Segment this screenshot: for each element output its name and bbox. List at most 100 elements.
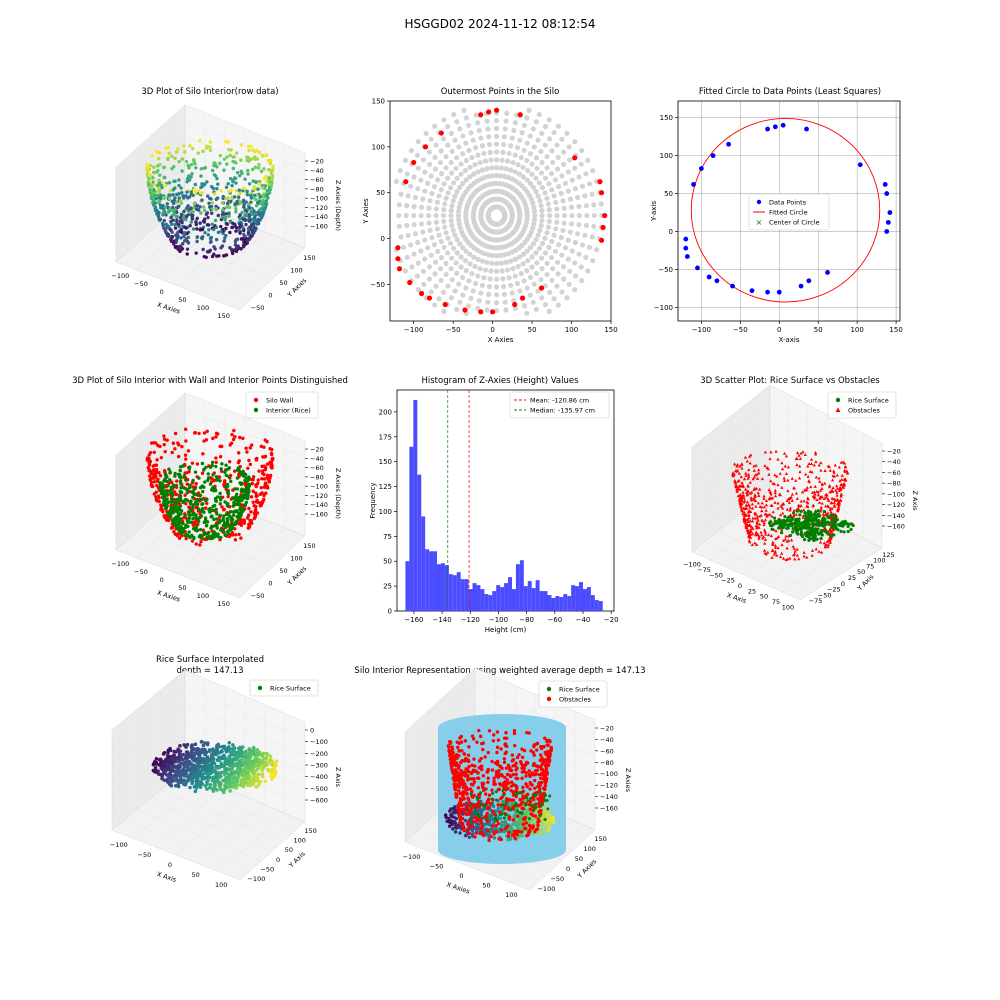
obstacle-point <box>744 525 748 529</box>
interior-point <box>493 221 499 227</box>
interior-point <box>486 210 492 216</box>
obstacle-point <box>829 513 833 517</box>
interior-point <box>539 217 545 224</box>
data-point <box>200 227 205 232</box>
obstacle-point <box>753 541 757 545</box>
surface-point <box>217 744 222 749</box>
histogram-bar <box>543 591 548 611</box>
rice-point <box>816 527 820 531</box>
interior-point <box>171 520 175 524</box>
wall-point <box>149 480 154 484</box>
data-point <box>242 232 246 237</box>
data-point <box>203 166 208 170</box>
wall-point <box>172 497 176 502</box>
interior-point <box>501 141 507 148</box>
data-point <box>241 200 245 204</box>
interior-point <box>501 252 508 258</box>
x-tick-label: 25 <box>748 587 756 595</box>
obstacle-point <box>782 478 787 482</box>
interior-point <box>238 481 242 485</box>
obstacle-point <box>760 477 765 481</box>
obstacle-point <box>734 483 738 487</box>
data-point <box>224 215 228 220</box>
surface-point <box>270 777 274 782</box>
data-point <box>151 187 156 192</box>
interior-point <box>486 134 492 140</box>
obstacle-point <box>831 528 835 532</box>
surface-point <box>261 758 265 762</box>
surface-point <box>198 773 203 777</box>
surface-point <box>198 780 203 784</box>
interior-point <box>226 502 230 506</box>
interior-point <box>516 245 522 251</box>
surface-point <box>245 766 250 770</box>
wall-point <box>177 531 181 536</box>
interior-point <box>196 507 201 511</box>
data-point <box>237 201 241 206</box>
surface-point <box>177 749 182 754</box>
grid-line <box>161 220 284 269</box>
obstacle-point <box>748 523 752 527</box>
interior-point <box>158 481 163 485</box>
interior-point <box>169 509 174 514</box>
z-axis-label: Z Axies (Depth) <box>334 468 342 519</box>
interior-point <box>565 169 571 175</box>
interior-point <box>225 482 230 487</box>
wall-point <box>192 520 196 525</box>
wall-point <box>166 489 170 493</box>
obstacle-point <box>844 465 848 469</box>
rice-point <box>813 522 817 526</box>
obstacle-point <box>778 493 782 497</box>
surface-point <box>268 770 272 774</box>
wall-point <box>226 494 230 499</box>
data-point <box>185 252 189 256</box>
interior-point <box>529 254 535 260</box>
interior-point <box>533 155 540 161</box>
interior-point <box>564 295 570 301</box>
wall-point <box>156 485 161 490</box>
histogram-bar <box>425 549 430 611</box>
obstacle-point <box>756 533 760 537</box>
wall-point <box>150 472 155 476</box>
data-point <box>164 213 168 217</box>
data-point <box>216 182 220 186</box>
obstacle-point <box>749 530 753 534</box>
wall-point <box>242 520 246 525</box>
interior-point <box>498 220 504 226</box>
x-tick-label: −100 <box>489 616 508 624</box>
interior-point <box>482 267 489 273</box>
surface-point <box>225 747 229 751</box>
interior-point <box>475 227 481 233</box>
wall-point <box>186 510 191 514</box>
wall-point <box>212 471 216 475</box>
rice-point <box>780 523 784 527</box>
wall-point <box>212 478 217 483</box>
data-point <box>240 171 244 176</box>
interior-point <box>175 523 179 528</box>
surface-point <box>178 771 183 775</box>
wall-point <box>254 494 258 499</box>
data-point <box>234 238 238 242</box>
histogram-bar <box>448 574 453 611</box>
interior-point <box>176 472 181 476</box>
obstacle-point <box>824 504 828 508</box>
surface-point <box>193 751 197 755</box>
z-tick-label: −120 <box>887 501 905 509</box>
data-point <box>175 210 179 215</box>
interior-point <box>482 174 488 181</box>
obstacle-point <box>782 451 787 455</box>
interior-point <box>240 498 244 503</box>
interior-point <box>200 536 204 540</box>
data-point <box>208 145 212 149</box>
legend-label: Interior (Rice) <box>266 407 311 415</box>
interior-point <box>477 265 483 272</box>
wall-point <box>246 466 250 470</box>
obstacle-point <box>836 486 840 490</box>
obstacle-point <box>826 538 831 542</box>
wall-point <box>241 506 245 511</box>
rice-point <box>820 520 825 524</box>
data-point <box>213 173 218 178</box>
data-point <box>201 184 205 188</box>
wall-point <box>220 469 224 473</box>
surface-point <box>240 745 245 750</box>
